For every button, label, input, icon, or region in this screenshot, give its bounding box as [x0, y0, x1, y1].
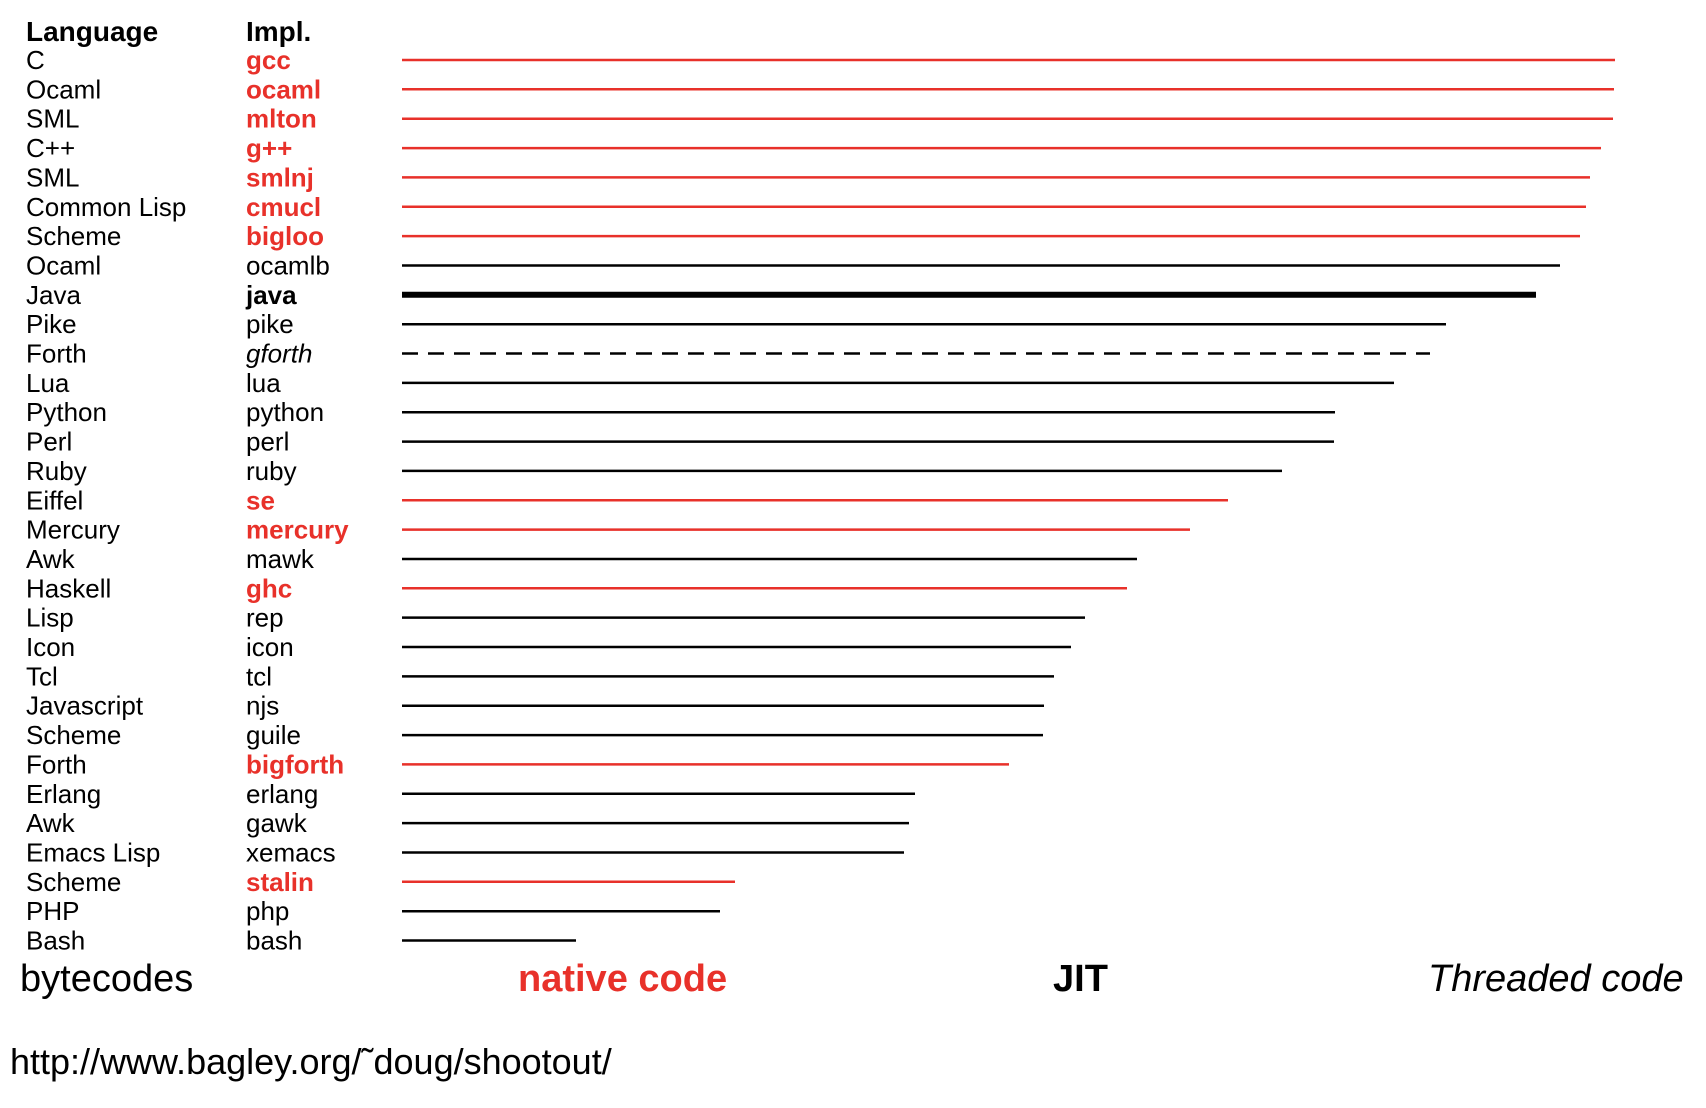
row-impl-label: erlang	[246, 779, 318, 809]
source-url: http://www.bagley.org/˜doug/shootout/	[10, 1041, 612, 1082]
row-language-label: C	[26, 45, 45, 75]
row-impl-label: ruby	[246, 456, 297, 486]
row-impl-label: tcl	[246, 661, 272, 691]
row-impl-label: php	[246, 896, 289, 926]
row-impl-label: gawk	[246, 808, 308, 838]
row-language-label: Lisp	[26, 603, 74, 633]
row-language-label: Javascript	[26, 691, 144, 721]
row-impl-label: icon	[246, 632, 294, 662]
row-impl-label: se	[246, 485, 275, 515]
row-language-label: Ruby	[26, 456, 87, 486]
row-language-label: Common Lisp	[26, 192, 186, 222]
row-impl-label: ghc	[246, 573, 292, 603]
row-language-label: SML	[26, 104, 79, 134]
row-impl-label: gcc	[246, 45, 291, 75]
row-language-label: Pike	[26, 309, 77, 339]
row-language-label: Scheme	[26, 867, 121, 897]
row-language-label: Ocaml	[26, 74, 101, 104]
row-impl-label: lua	[246, 368, 281, 398]
row-impl-label: stalin	[246, 867, 314, 897]
row-language-label: Bash	[26, 926, 85, 956]
row-language-label: SML	[26, 162, 79, 192]
row-language-label: Awk	[26, 808, 76, 838]
row-language-label: Lua	[26, 368, 70, 398]
row-impl-label: guile	[246, 720, 301, 750]
row-language-label: PHP	[26, 896, 79, 926]
row-language-label: Java	[26, 280, 81, 310]
row-impl-label: bigloo	[246, 221, 324, 251]
row-language-label: Erlang	[26, 779, 101, 809]
row-impl-label: ocamlb	[246, 250, 330, 280]
legend-jit: JIT	[1053, 958, 1108, 1000]
legend-threaded-code: Threaded code	[1428, 958, 1684, 1000]
row-impl-label: python	[246, 397, 324, 427]
row-impl-label: bigforth	[246, 749, 344, 779]
row-language-label: Eiffel	[26, 485, 83, 515]
row-impl-label: g++	[246, 133, 292, 163]
row-impl-label: perl	[246, 427, 289, 457]
impl-column-header: Impl.	[246, 16, 312, 47]
legend-bytecodes: bytecodes	[20, 958, 194, 1000]
row-impl-label: mercury	[246, 515, 349, 545]
row-language-label: Scheme	[26, 720, 121, 750]
legend-native-code: native code	[518, 958, 728, 1000]
row-impl-label: cmucl	[246, 192, 321, 222]
row-impl-label: ocaml	[246, 74, 321, 104]
row-impl-label: mlton	[246, 104, 317, 134]
row-language-label: Python	[26, 397, 107, 427]
row-language-label: Forth	[26, 749, 87, 779]
row-language-label: Forth	[26, 339, 87, 369]
row-impl-label: rep	[246, 603, 284, 633]
row-impl-label: pike	[246, 309, 294, 339]
row-language-label: Haskell	[26, 573, 111, 603]
row-language-label: Emacs Lisp	[26, 837, 160, 867]
row-impl-label: xemacs	[246, 837, 336, 867]
row-language-label: Mercury	[26, 515, 120, 545]
row-language-label: Perl	[26, 427, 72, 457]
row-language-label: Tcl	[26, 661, 58, 691]
row-impl-label: gforth	[246, 339, 313, 369]
row-language-label: C++	[26, 133, 75, 163]
row-impl-label: njs	[246, 691, 279, 721]
language-column-header: Language	[26, 16, 159, 47]
row-impl-label: mawk	[246, 544, 315, 574]
row-impl-label: bash	[246, 926, 302, 956]
row-impl-label: smlnj	[246, 162, 314, 192]
row-language-label: Icon	[26, 632, 75, 662]
row-language-label: Awk	[26, 544, 76, 574]
row-impl-label: java	[245, 280, 297, 310]
row-language-label: Ocaml	[26, 250, 101, 280]
row-language-label: Scheme	[26, 221, 121, 251]
